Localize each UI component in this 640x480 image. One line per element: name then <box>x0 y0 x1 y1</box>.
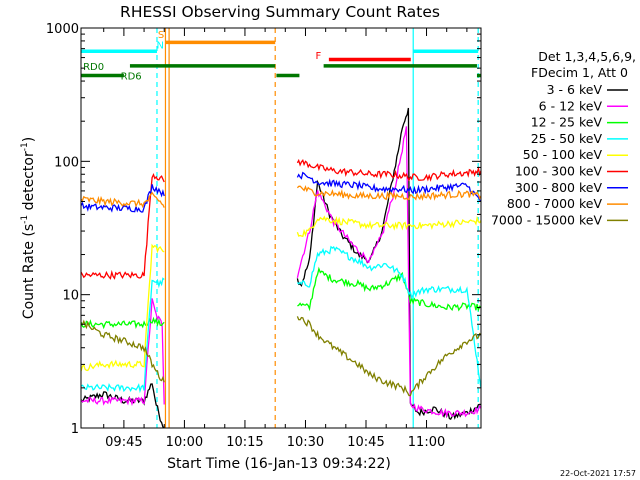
series-100-300-keV-line <box>80 158 482 280</box>
legend-label: 3 - 6 keV <box>547 82 603 97</box>
y-tick-label: 1 <box>71 422 79 437</box>
x-tick-label: 10:30 <box>287 435 324 450</box>
x-tick-label: 10:15 <box>226 435 263 450</box>
series-segment <box>296 126 482 419</box>
x-tick-label: 10:00 <box>166 435 203 450</box>
series-segment <box>296 245 482 389</box>
state-label-f: F <box>316 51 322 62</box>
legend-label: 25 - 50 keV <box>531 131 603 146</box>
legend-header-line-2: FDecim 1, Att 0 <box>531 65 628 80</box>
x-axis: 09:45 10:00 10:15 10:30 10:45 11:00 <box>103 28 468 450</box>
series-segment <box>297 266 482 313</box>
series-300-800-keV-line <box>80 171 482 213</box>
legend-label: 800 - 7000 keV <box>507 196 603 211</box>
y-tick-label: 10 <box>62 289 79 304</box>
series-segment <box>80 319 165 383</box>
series-segment <box>80 277 165 394</box>
y-axis-label-main: Count Rate (s <box>21 224 37 319</box>
legend-label: 7000 - 15000 keV <box>491 212 602 227</box>
y-tick-label: 1000 <box>46 22 79 37</box>
y-axis-label-sup1: -1 <box>20 215 30 224</box>
plot-area: SN F RD0 RD6 <box>80 28 482 429</box>
legend: Det 1,3,4,5,6,9, FDecim 1, Att 0 3 - 6 k… <box>491 49 636 227</box>
y-axis-label: Count Rate (s-1 detector-1) <box>20 137 37 319</box>
y-axis-label-sup2: -1 <box>20 142 30 151</box>
state-label-rd6: RD6 <box>121 72 142 83</box>
series-25-50-keV-line <box>80 245 482 394</box>
series-segment <box>80 298 165 407</box>
legend-label: 12 - 25 keV <box>531 115 603 130</box>
chart-title: RHESSI Observing Summary Count Rates <box>120 3 440 21</box>
series-6-12-keV-line <box>80 126 482 419</box>
legend-label: 100 - 300 keV <box>515 164 603 179</box>
series-segment <box>80 316 165 330</box>
y-axis-label-end: ) <box>21 137 37 142</box>
legend-label: 300 - 800 keV <box>515 180 603 195</box>
series-segment <box>296 215 482 238</box>
series-segment <box>296 316 482 397</box>
series-800-7000-keV-line <box>80 185 482 209</box>
y-axis-label-mid: detector <box>21 151 37 215</box>
generation-timestamp: 22-Oct-2021 17:57 <box>560 469 636 478</box>
series-segment <box>80 184 165 213</box>
y-tick-label: 100 <box>54 155 79 170</box>
y-axis: 1 10 100 1000 <box>46 22 481 437</box>
legend-label: 50 - 100 keV <box>523 147 603 162</box>
series-segment <box>296 185 482 201</box>
state-label-rd0: RD0 <box>83 62 104 73</box>
x-tick-label: 09:45 <box>105 435 142 450</box>
series-segment <box>80 173 165 280</box>
series-segment <box>80 383 165 429</box>
series-segment <box>296 107 482 420</box>
series-12-25-keV-line <box>80 266 482 330</box>
series-7000-15000-keV-line <box>80 316 482 397</box>
state-label-n: N <box>156 41 163 52</box>
series-50-100-keV-line <box>80 215 482 372</box>
x-axis-label: Start Time (16-Jan-13 09:34:22) <box>167 456 391 472</box>
series-segment <box>80 243 165 372</box>
state-label-s: S <box>158 30 164 41</box>
series-segment <box>296 171 482 202</box>
legend-label: 6 - 12 keV <box>539 98 603 113</box>
legend-header-line-1: Det 1,3,4,5,6,9, <box>538 49 636 64</box>
series-segment <box>80 191 165 209</box>
series-3-6-keV-line <box>80 107 482 429</box>
series-segment <box>296 158 482 182</box>
x-tick-label: 10:45 <box>347 435 384 450</box>
x-tick-label: 11:00 <box>408 435 445 450</box>
plot-frame <box>80 27 482 429</box>
